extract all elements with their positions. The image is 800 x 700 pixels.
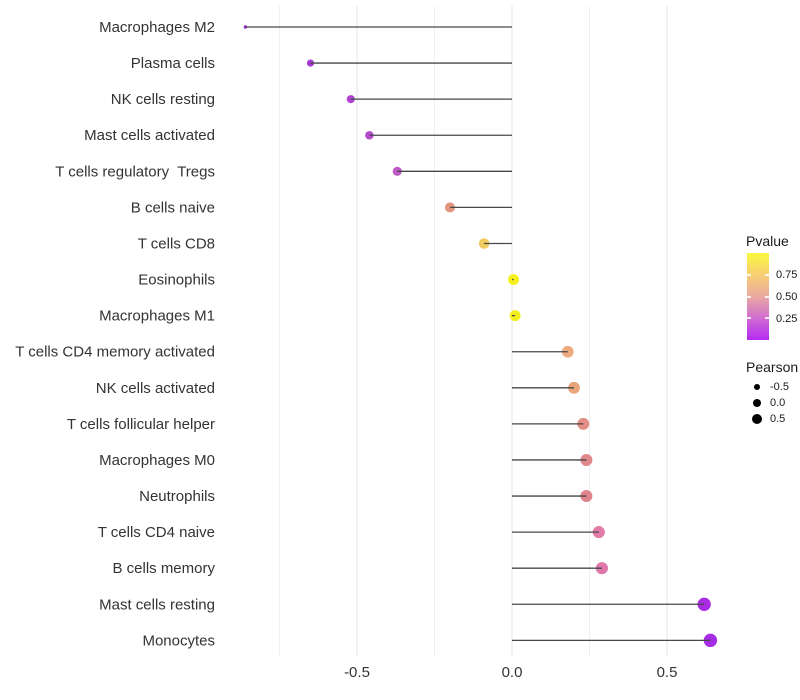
y-axis-label: Neutrophils — [139, 488, 215, 505]
pvalue-colorbar-tick — [765, 317, 769, 320]
pearson-legend-dot — [752, 398, 762, 408]
pvalue-legend-title: Pvalue — [746, 233, 789, 249]
x-axis-tick-label: 0.0 — [502, 664, 523, 681]
pearson-legend-label: 0.5 — [770, 413, 786, 425]
pvalue-colorbar — [747, 253, 769, 340]
pearson-legend-label: -0.5 — [770, 381, 789, 393]
y-axis-label: Mast cells activated — [84, 127, 215, 144]
y-axis-label: T cells CD8 — [138, 235, 215, 252]
y-axis-label: T cells regulatory Tregs — [55, 163, 215, 180]
y-axis-label: Macrophages M2 — [99, 19, 215, 36]
lollipop-dot — [478, 238, 490, 249]
pearson-legend-label: 0.0 — [770, 397, 786, 409]
pvalue-colorbar-tick — [747, 317, 751, 320]
y-axis-label: Mast cells resting — [99, 596, 215, 613]
x-axis-tick-label: -0.5 — [344, 664, 370, 681]
pvalue-tick-label: 0.25 — [776, 313, 798, 325]
y-axis-label: Macrophages M1 — [99, 308, 215, 325]
pearson-legend-dot — [751, 413, 763, 425]
pvalue-tick-label: 0.75 — [776, 269, 798, 281]
lollipop-dot — [577, 417, 590, 430]
y-axis-label: NK cells resting — [111, 91, 215, 108]
x-axis-tick-label: 0.5 — [657, 664, 678, 681]
y-axis-label: Eosinophils — [138, 272, 215, 289]
pearson-legend-title: Pearson — [746, 359, 799, 375]
pvalue-colorbar-tick — [747, 273, 751, 276]
pvalue-colorbar-tick — [765, 273, 769, 276]
y-axis-label: NK cells activated — [96, 380, 215, 397]
pearson-legend-dot — [753, 383, 761, 391]
y-axis-label: T cells CD4 memory activated — [15, 344, 215, 361]
pvalue-colorbar-tick — [747, 295, 751, 298]
y-axis-label: T cells follicular helper — [67, 416, 215, 433]
y-axis-label: B cells naive — [131, 199, 215, 216]
y-axis-label: Monocytes — [142, 632, 215, 649]
y-axis-label: Macrophages M0 — [99, 452, 215, 469]
y-axis-label: B cells memory — [112, 560, 215, 577]
pvalue-tick-label: 0.50 — [776, 291, 798, 303]
y-axis-label: T cells CD4 naive — [98, 524, 215, 541]
y-axis-label: Plasma cells — [131, 55, 215, 72]
pvalue-colorbar-tick — [765, 295, 769, 298]
